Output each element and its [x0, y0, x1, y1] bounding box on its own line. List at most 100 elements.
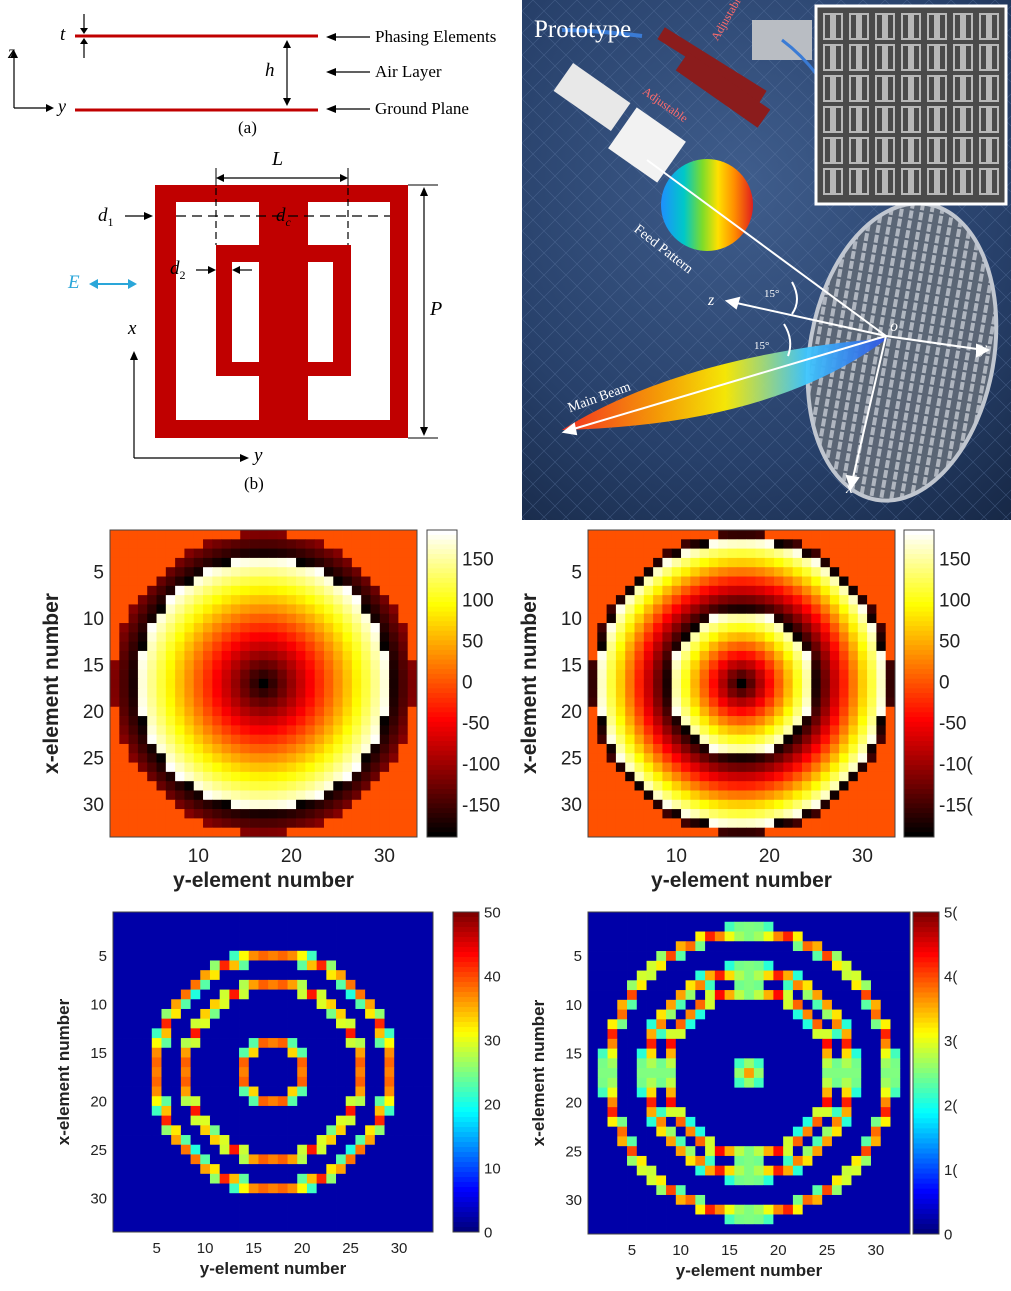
heatmap-cell [240, 743, 250, 754]
heatmap-cell [209, 1018, 221, 1029]
d2-letter: d [170, 258, 180, 279]
heatmap-cell [822, 1029, 833, 1040]
heatmap-cell [811, 613, 821, 624]
heatmap-cell [297, 921, 308, 932]
heatmap-cell [727, 771, 738, 782]
heatmap-cell [184, 725, 195, 736]
heatmap-cell [113, 912, 124, 923]
colorbar-step [904, 587, 934, 593]
colorbar-tick-label: 50 [462, 632, 483, 653]
colorbar-step [453, 932, 479, 938]
heatmap-cell [792, 827, 803, 838]
heatmap-cell [240, 827, 250, 838]
heatmap-cell [857, 660, 868, 670]
heatmap-cell [277, 1164, 288, 1175]
heatmap-cell [277, 706, 288, 717]
heatmap-cell [885, 706, 896, 717]
heatmap-cell [258, 678, 269, 689]
heatmap-cell [113, 941, 124, 952]
heatmap-cell [597, 1009, 608, 1020]
heatmap-cell [831, 960, 843, 971]
heatmap-cell [671, 641, 682, 652]
heatmap-cell [333, 790, 343, 801]
heatmap-cell [398, 632, 409, 643]
heatmap-cell [316, 1115, 327, 1126]
heatmap-cell [812, 1126, 823, 1137]
heatmap-cell [268, 809, 278, 819]
heatmap-cell [193, 613, 204, 624]
heatmap-cell [342, 585, 353, 596]
heatmap-cell [147, 734, 157, 745]
heatmap-cell [773, 1204, 784, 1215]
heatmap-cell [190, 1047, 201, 1058]
heatmap-cell [734, 1136, 745, 1147]
heatmap-cell [323, 781, 334, 791]
heatmap-cell [323, 660, 334, 670]
heatmap-cell [151, 950, 162, 961]
heatmap-cell [783, 960, 794, 971]
heatmap-cell [423, 1202, 434, 1214]
heatmap-cell [190, 1125, 201, 1136]
heatmap-cell [221, 548, 232, 559]
heatmap-cell [314, 641, 325, 652]
heatmap-cell [286, 790, 297, 801]
heatmap-cell [625, 557, 635, 568]
heatmap-cell [132, 1038, 143, 1049]
heatmap-cell [268, 669, 278, 680]
heatmap-cell [627, 1204, 638, 1215]
heatmap-cell [802, 1204, 813, 1215]
heatmap-cell [113, 1018, 124, 1029]
heatmap-cell [773, 1077, 784, 1089]
heatmap-cell [142, 1018, 153, 1029]
heatmap-cell [811, 557, 821, 568]
heatmap-cell [746, 716, 756, 726]
heatmap-cell [314, 660, 325, 670]
heatmap-cell [122, 1076, 133, 1087]
heatmap-cell [885, 585, 896, 596]
y-tick-label: 5 [574, 948, 582, 965]
heatmap-cell [588, 539, 598, 549]
heatmap-cell [783, 641, 794, 652]
heatmap-cell [203, 595, 213, 605]
heatmap-cell [258, 557, 269, 568]
heatmap-cell [625, 734, 635, 745]
heatmap-cell [681, 678, 691, 689]
heatmap-cell [147, 827, 157, 838]
heatmap-cell [653, 650, 663, 661]
heatmap-cell [724, 1185, 735, 1196]
heatmap-cell [297, 1183, 308, 1194]
heatmap-cell [636, 1126, 647, 1137]
heatmap-cell [184, 781, 195, 791]
heatmap-cell [110, 595, 120, 605]
heatmap-cell [230, 771, 241, 782]
heatmap-cell [634, 604, 645, 615]
heatmap-cell [296, 539, 306, 549]
heatmap-cell [653, 669, 663, 680]
heatmap-cell [156, 771, 167, 782]
heatmap-cell [714, 1107, 726, 1118]
heatmap-cell [137, 697, 148, 708]
heatmap-cell [345, 1008, 356, 1020]
heatmap-cell [634, 762, 645, 773]
heatmap-cell [365, 1154, 376, 1165]
heatmap-cell [248, 1173, 259, 1184]
heatmap-cell [180, 921, 191, 932]
heatmap-cell [209, 1057, 221, 1068]
heatmap-cell [258, 1047, 269, 1058]
heatmap-cell [361, 771, 371, 782]
heatmap-cell [656, 1146, 667, 1157]
heatmap-cell [801, 697, 812, 708]
heatmap-cell [792, 1087, 804, 1098]
heatmap-cell [351, 706, 362, 717]
heatmap-cell [151, 1115, 162, 1126]
heatmap-cell [249, 650, 260, 661]
heatmap-cell [137, 650, 148, 661]
heatmap-cell [326, 931, 337, 942]
heatmap-cell [277, 1067, 288, 1078]
heatmap-cell [268, 530, 278, 540]
heatmap-cell [831, 1175, 843, 1186]
heatmap-cell [175, 743, 185, 754]
heatmap-cell [287, 1154, 298, 1165]
heatmap-cell [714, 1136, 726, 1147]
heatmap-cell [841, 941, 852, 952]
